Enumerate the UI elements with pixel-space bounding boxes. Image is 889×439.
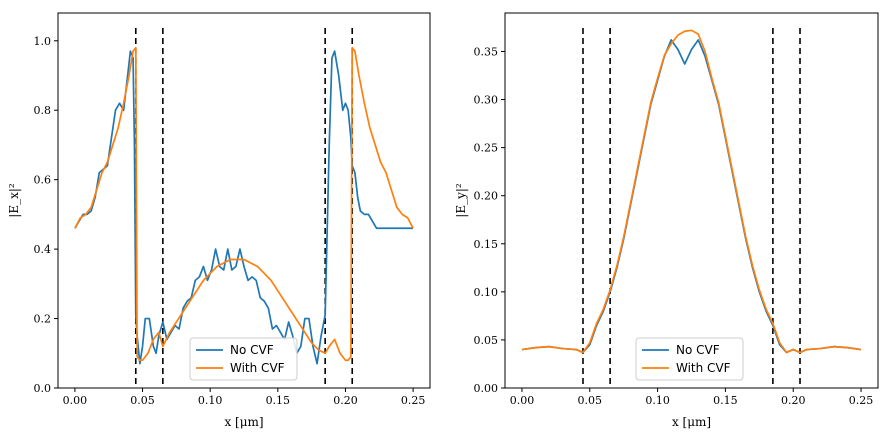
x-axis-label: x [μm] (672, 415, 711, 429)
axes-frame (504, 12, 879, 389)
y-tick-label: 0.20 (474, 190, 499, 203)
y-tick-label: 0.25 (474, 142, 499, 155)
legend-entry-label: No CVF (230, 343, 274, 357)
series-line-with-cvf (521, 29, 862, 354)
y-axis-label: |E_y|² (454, 183, 468, 218)
x-tick-label: 0.00 (63, 394, 88, 407)
x-tick-label: 0.05 (130, 394, 155, 407)
legend: No CVF With CVF (189, 337, 298, 381)
x-tick-label: 0.15 (266, 394, 291, 407)
panel-ex-intensity: 0.00 0.05 0.10 0.15 0.20 0.25 0.0 0.2 0.4 0.6 0.8 1… (7, 12, 431, 429)
legend-entry-label: No CVF (676, 343, 720, 357)
y-tick-label: 0.05 (474, 334, 499, 347)
y-tick-label: 0.30 (474, 94, 499, 107)
legend-entry-label: With CVF (230, 361, 285, 375)
x-tick-label: 0.10 (198, 394, 223, 407)
y-tick-label: 0.10 (474, 286, 499, 299)
x-tick-label: 0.25 (849, 394, 874, 407)
panel-ey-intensity: 0.00 0.05 0.10 0.15 0.20 0.25 0.00 0.05 0.10 0.15… (454, 12, 879, 429)
x-tick-label: 0.25 (401, 394, 426, 407)
y-tick-label: 1.0 (34, 35, 52, 48)
x-tick-label: 0.05 (578, 394, 603, 407)
legend-entry-label: With CVF (676, 361, 731, 375)
y-tick-label: 0.0 (34, 382, 52, 395)
legend-box (189, 337, 298, 381)
x-tick-label: 0.20 (781, 394, 806, 407)
legend-box (635, 337, 744, 381)
y-tick-label: 0.00 (474, 382, 499, 395)
x-tick-label: 0.10 (645, 394, 670, 407)
y-tick-label: 0.35 (474, 45, 499, 58)
axes-frame (57, 12, 431, 389)
x-tick-label: 0.15 (713, 394, 738, 407)
series-line-with-cvf (74, 46, 414, 362)
y-tick-label: 0.8 (34, 104, 52, 117)
x-tick-label: 0.00 (510, 394, 535, 407)
legend: No CVF With CVF (635, 337, 744, 381)
x-tick-label: 0.20 (333, 394, 358, 407)
y-tick-label: 0.6 (34, 174, 52, 187)
x-axis-label: x [μm] (224, 415, 263, 429)
series-line-no-cvf (521, 39, 862, 354)
y-tick-label: 0.15 (474, 238, 499, 251)
y-axis-label: |E_x|² (7, 183, 21, 218)
series-line-no-cvf (74, 50, 414, 365)
y-tick-label: 0.2 (34, 313, 52, 326)
y-tick-label: 0.4 (34, 243, 52, 256)
